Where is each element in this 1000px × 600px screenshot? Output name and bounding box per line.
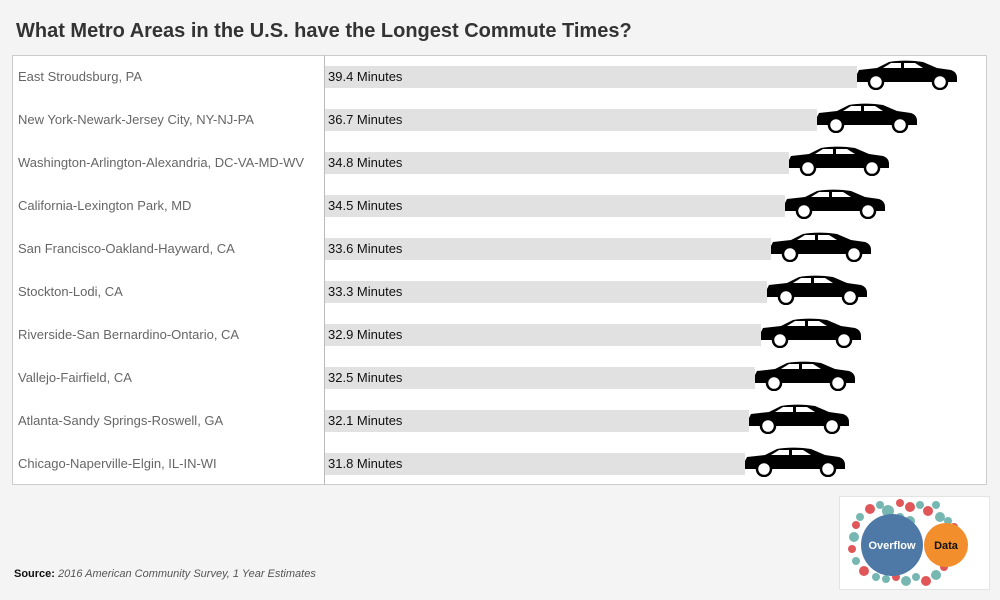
- logo-bubble: [859, 566, 869, 576]
- value-label: 34.5 Minutes: [328, 198, 403, 213]
- category-label: San Francisco-Oakland-Hayward, CA: [18, 241, 235, 256]
- logo-bubble: [856, 513, 864, 521]
- bar: [325, 281, 767, 303]
- overflow-data-logo: Overflow Data: [839, 496, 990, 590]
- logo-bubble: [882, 505, 894, 517]
- bar: [325, 195, 785, 217]
- bar: [325, 410, 750, 432]
- car-icon: [743, 447, 847, 478]
- value-label: 33.3 Minutes: [328, 284, 403, 299]
- logo-bubble: [876, 501, 884, 509]
- logo-overflow-bubble: [861, 514, 923, 576]
- value-label: 33.6 Minutes: [328, 241, 403, 256]
- svg-text:Overflow: Overflow: [868, 540, 916, 552]
- category-label: Riverside-San Bernardino-Ontario, CA: [18, 327, 240, 342]
- category-label: Washington-Arlington-Alexandria, DC-VA-M…: [18, 155, 305, 170]
- car-icon: [815, 103, 919, 134]
- car-icon: [783, 189, 887, 220]
- category-label: Vallejo-Fairfield, CA: [18, 370, 132, 385]
- value-label: 31.8 Minutes: [328, 456, 403, 471]
- logo-bubble: [923, 506, 933, 516]
- divider: [324, 55, 325, 485]
- logo-bubble: [852, 521, 860, 529]
- category-label: California-Lexington Park, MD: [18, 198, 192, 213]
- logo-bubble: [912, 573, 920, 581]
- category-label: New York-Newark-Jersey City, NY-NJ-PA: [18, 112, 254, 127]
- car-icon: [769, 232, 873, 263]
- bar: [325, 238, 772, 260]
- car-icon: [787, 146, 891, 177]
- logo-bubble: [905, 502, 915, 512]
- category-label: Chicago-Naperville-Elgin, IL-IN-WI: [18, 456, 217, 471]
- logo-bubble: [872, 573, 880, 581]
- bar: [325, 109, 817, 131]
- logo-bubble: [852, 557, 860, 565]
- category-label: East Stroudsburg, PA: [18, 69, 143, 84]
- logo-bubble: [932, 501, 940, 509]
- logo-bubble: [896, 499, 904, 507]
- logo-bubble: [849, 532, 859, 542]
- logo-bubble: [882, 575, 890, 583]
- bar: [325, 367, 756, 389]
- car-icon: [855, 60, 959, 91]
- logo-bubble: [865, 504, 875, 514]
- value-label: 32.5 Minutes: [328, 370, 403, 385]
- logo-bubble: [935, 512, 945, 522]
- logo-bubble: [901, 576, 911, 586]
- car-icon: [765, 275, 869, 306]
- chart-title: What Metro Areas in the U.S. have the Lo…: [16, 20, 632, 42]
- logo-bubble: [921, 576, 931, 586]
- car-icon: [747, 404, 851, 435]
- value-label: 36.7 Minutes: [328, 112, 403, 127]
- source-note: Source: 2016 American Community Survey, …: [14, 568, 316, 580]
- value-label: 32.1 Minutes: [328, 413, 403, 428]
- svg-text:Data: Data: [934, 540, 959, 552]
- car-icon: [759, 318, 863, 349]
- bar: [325, 66, 857, 88]
- value-label: 34.8 Minutes: [328, 155, 403, 170]
- bar: [325, 453, 745, 475]
- logo-bubble: [848, 545, 856, 553]
- bar: [325, 324, 761, 346]
- logo-bubble: [931, 570, 941, 580]
- bar: [325, 152, 789, 174]
- logo-data-bubble: [924, 523, 968, 567]
- logo-bubble: [916, 501, 924, 509]
- value-label: 39.4 Minutes: [328, 69, 403, 84]
- value-label: 32.9 Minutes: [328, 327, 403, 342]
- category-label: Atlanta-Sandy Springs-Roswell, GA: [18, 413, 224, 428]
- car-icon: [753, 361, 857, 392]
- category-label: Stockton-Lodi, CA: [18, 284, 123, 299]
